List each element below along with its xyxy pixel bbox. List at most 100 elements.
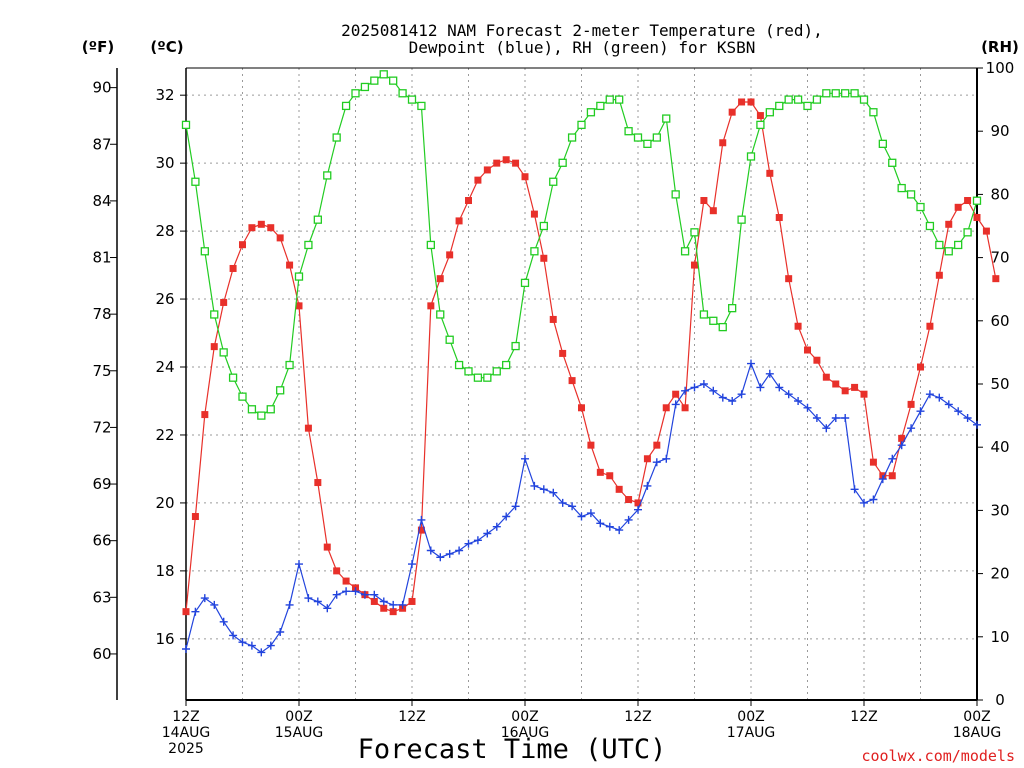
dewpoint-point <box>925 390 934 399</box>
rh-point <box>652 133 661 142</box>
temperature-point <box>964 197 972 205</box>
rh-point <box>756 120 765 130</box>
temperature-point <box>295 302 303 310</box>
temperature-point <box>408 597 416 605</box>
temperature-point <box>832 380 840 388</box>
rh-tick-label: 90 <box>990 122 1009 140</box>
x-tick-label: 00Z 17AUG <box>727 709 776 741</box>
temperature-point <box>267 224 275 232</box>
fahrenheit-tick-label: 60 <box>92 645 111 663</box>
fahrenheit-tick-label: 63 <box>92 588 111 606</box>
temperature-point <box>417 526 425 534</box>
rh-point <box>379 70 388 79</box>
rh-point <box>549 177 558 186</box>
temperature-point <box>813 356 821 364</box>
x-tick-label-line: 12Z <box>172 709 199 725</box>
dewpoint-point <box>907 424 916 433</box>
rh-tick-label: 70 <box>990 249 1009 267</box>
rh-tick-label: 40 <box>990 438 1009 456</box>
temperature-point <box>888 472 896 480</box>
rh-point <box>586 108 596 117</box>
rh-axis: 0 10 20 30 40 50 60 70 80 90 100 <box>977 59 1014 709</box>
rh-tick-label: 100 <box>986 59 1015 77</box>
dewpoint-point <box>634 505 642 514</box>
dewpoint-point <box>577 512 586 521</box>
temperature-point <box>286 261 294 269</box>
rh-point <box>539 221 548 231</box>
chart-title-line: Dewpoint (blue), RH (green) for KSBN <box>409 38 756 57</box>
rh-point <box>897 183 906 193</box>
dewpoint-point <box>247 641 256 650</box>
temperature-point <box>992 275 1000 283</box>
dewpoint-point <box>549 488 558 497</box>
dewpoint-point <box>530 481 539 490</box>
celsius-tick-label: 16 <box>155 630 174 648</box>
rh-point <box>784 95 793 104</box>
x-tick-label-line: 16AUG <box>501 725 550 741</box>
x-tick-label-line: 15AUG <box>275 725 324 741</box>
temperature-point <box>860 390 868 398</box>
x-tick-label: 12Z <box>398 709 425 725</box>
rh-point <box>238 392 247 401</box>
fahrenheit-tick-label: 90 <box>92 79 111 97</box>
temperature-point <box>304 424 312 432</box>
rh-point <box>294 272 304 281</box>
dewpoint-point <box>737 390 746 399</box>
temperature-point <box>653 441 661 449</box>
temperature-point <box>578 404 585 412</box>
dewpoint-point <box>304 594 313 603</box>
dewpoint-point <box>200 594 209 603</box>
temperature-point <box>973 214 981 222</box>
temperature-point <box>794 322 802 330</box>
rh-point <box>850 89 859 98</box>
rh-point <box>200 247 209 256</box>
dewpoint-point <box>182 645 190 653</box>
fahrenheit-tick-label: 87 <box>92 135 111 153</box>
temperature-point <box>380 604 388 612</box>
rh-point <box>935 240 944 250</box>
rh-point <box>822 89 831 98</box>
rh-point <box>360 82 370 92</box>
temperature-point <box>483 166 491 174</box>
rh-point <box>803 101 812 111</box>
rh-point <box>558 158 567 167</box>
temperature-point <box>954 203 962 211</box>
dewpoint-point <box>671 400 680 409</box>
dewpoint-point <box>417 515 426 524</box>
rh-tick-label: 20 <box>990 565 1009 583</box>
temperature-point <box>521 173 529 181</box>
temperature-point <box>220 298 228 306</box>
dewpoint-point <box>973 420 981 429</box>
dewpoint-point <box>878 475 887 484</box>
dewpoint-point <box>445 549 454 558</box>
dewpoint-point <box>539 485 548 494</box>
x-tick-label-line: 12Z <box>850 709 877 725</box>
rh-tick-label: 10 <box>990 628 1009 646</box>
rh-point <box>210 310 219 319</box>
rh-point <box>341 101 351 111</box>
rh-point <box>699 310 709 319</box>
rh-point <box>511 341 520 351</box>
celsius-unit-label: (ºC) <box>150 38 183 56</box>
temperature-point <box>182 608 190 616</box>
temperature-point <box>738 98 746 106</box>
rh-point <box>266 405 275 414</box>
dewpoint-point <box>709 386 718 395</box>
fahrenheit-tick-label: 81 <box>92 249 111 267</box>
temperature-point <box>804 346 811 354</box>
temperature-point <box>370 597 378 605</box>
rh-point <box>944 247 953 256</box>
rh-point <box>718 322 727 332</box>
dewpoint-point <box>690 383 699 392</box>
dewpoint-point <box>436 553 445 562</box>
celsius-tick-label: 26 <box>155 290 174 308</box>
series-rh <box>181 70 982 420</box>
rh-point <box>812 95 822 104</box>
dewpoint-point <box>379 597 388 606</box>
rh-point <box>389 76 398 85</box>
rh-point <box>398 89 407 98</box>
dewpoint-point <box>850 485 859 494</box>
x-tick-label-line: 17AUG <box>727 725 776 741</box>
fahrenheit-tick-label: 75 <box>92 362 111 380</box>
temperature-point <box>898 434 906 442</box>
